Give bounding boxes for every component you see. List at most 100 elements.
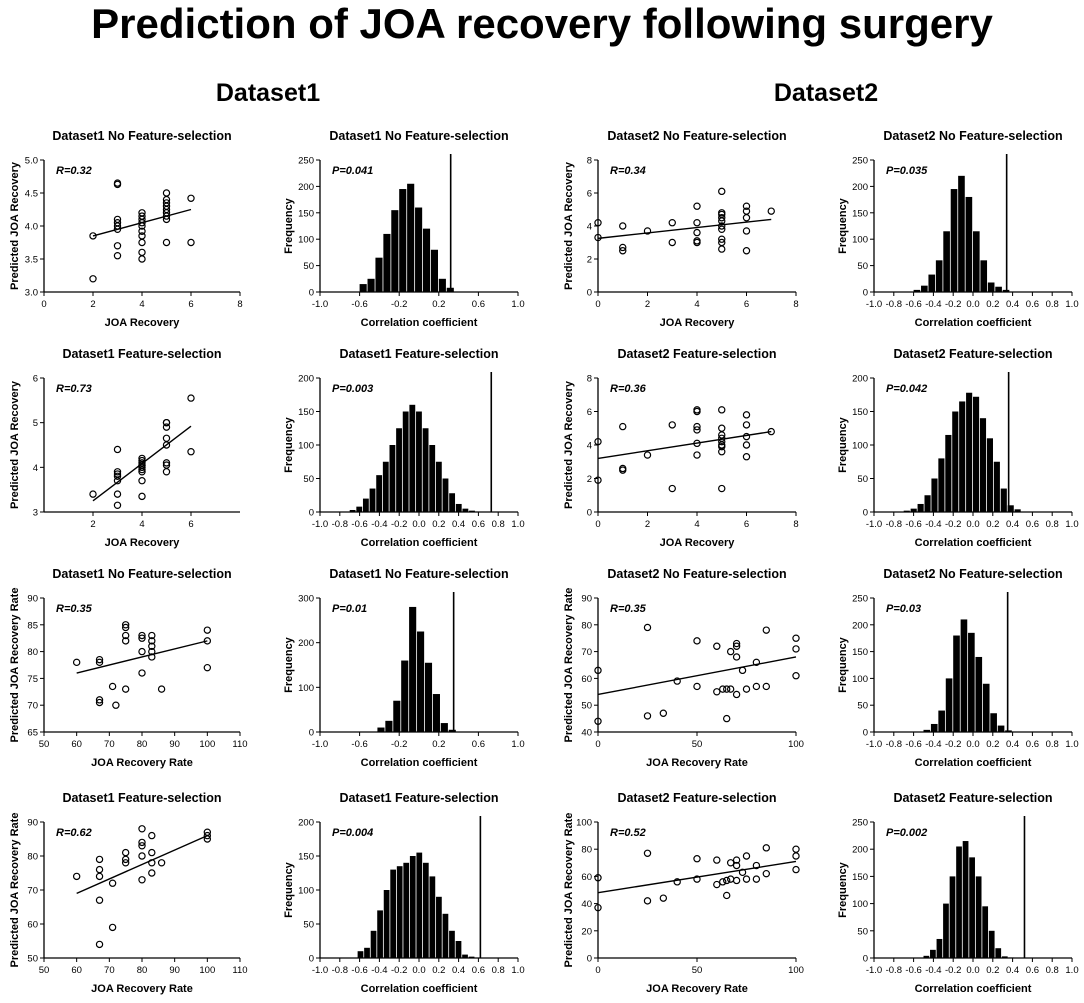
dataset2-heading: Dataset2 [773, 79, 879, 107]
scatter-point [113, 470, 122, 478]
histogram-bar [952, 411, 959, 512]
scatter-point [742, 411, 751, 419]
y-tick-label: 0 [587, 954, 592, 965]
scatter-point [693, 875, 701, 883]
y-axis-label: Frequency [837, 416, 849, 473]
x-tick-label: 0.8 [1046, 299, 1059, 310]
histogram-bar [422, 228, 431, 292]
scatter-point [121, 855, 130, 864]
x-axis-label: JOA Recovery [660, 537, 736, 549]
stat-annotation: R=0.52 [610, 827, 646, 839]
histogram-bar [442, 913, 449, 958]
y-tick-label: 100 [298, 886, 314, 897]
x-tick-label: -1.0 [866, 299, 882, 310]
histogram-bar [982, 683, 990, 732]
y-tick-label: 250 [298, 156, 314, 167]
y-tick-label: 6 [587, 407, 592, 418]
histogram-bar [921, 285, 928, 292]
histogram-bar [356, 506, 363, 512]
scatter-point [713, 642, 721, 650]
scatter-point [732, 690, 741, 699]
y-tick-label: 200 [298, 818, 314, 829]
histogram-bar [1000, 488, 1007, 512]
x-tick-label: 0.0 [412, 965, 425, 976]
histogram-bar [966, 392, 973, 512]
scatter-point [89, 275, 97, 283]
histogram-bar [949, 876, 956, 958]
histogram-bar [429, 445, 436, 512]
y-tick-label: 0 [587, 288, 592, 299]
x-axis-label: JOA Recovery [660, 317, 736, 329]
scatter-point [187, 394, 195, 402]
scatter-point [203, 626, 212, 634]
x-tick-label: 1.0 [1065, 299, 1078, 310]
stat-annotation: P=0.01 [332, 603, 367, 615]
scatter-point [718, 187, 726, 196]
y-tick-label: 50 [581, 701, 592, 712]
x-tick-label: 0.6 [1026, 739, 1039, 750]
scatter-point [792, 634, 800, 642]
y-tick-label: 0 [309, 288, 314, 299]
x-tick-label: 0 [595, 519, 600, 530]
x-tick-label: 0.4 [1006, 965, 1019, 976]
y-tick-label: 200 [852, 182, 868, 193]
x-tick-label: 0.6 [1026, 299, 1039, 310]
x-tick-label: 6 [744, 299, 749, 310]
scatter-point [659, 894, 668, 902]
x-tick-label: 0.8 [1046, 519, 1059, 530]
histogram-bar [396, 866, 403, 958]
y-tick-label: 85 [27, 620, 38, 631]
stat-annotation: R=0.62 [56, 827, 92, 839]
y-tick-label: 0 [863, 954, 868, 965]
x-tick-label: -0.2 [391, 299, 407, 310]
scatter-point [718, 225, 726, 233]
scatter-point [752, 875, 761, 883]
histogram-bar [1005, 730, 1012, 732]
histogram-bar [903, 510, 910, 512]
x-axis-label: JOA Recovery Rate [91, 757, 193, 769]
scatter-point [643, 227, 652, 235]
histogram-bar [396, 428, 402, 512]
histogram-bar [928, 274, 936, 292]
x-tick-label: 110 [232, 965, 247, 976]
scatter-point [726, 859, 735, 867]
histogram-bar [923, 729, 931, 732]
scatter-point [762, 869, 771, 878]
y-tick-label: 200 [298, 638, 314, 649]
x-tick-label: 0.4 [1006, 739, 1019, 750]
y-tick-label: 75 [27, 674, 38, 685]
x-tick-label: 4 [139, 519, 144, 530]
histogram-bar [1014, 509, 1021, 512]
y-tick-label: 150 [852, 872, 868, 883]
chart-panel: Dataset2 Feature-selection -1.0 -0.8 -0.6 -0… [837, 347, 1079, 549]
y-tick-label: 200 [298, 374, 314, 385]
chart-panel: Dataset2 No Feature-selection 0 50 100 40 50 6… [563, 567, 804, 769]
y-tick-label: 150 [852, 407, 868, 418]
x-tick-label: -1.0 [312, 299, 328, 310]
scatter-point [643, 712, 652, 720]
x-tick-label: 0.0 [966, 299, 979, 310]
y-tick-label: 0 [309, 508, 314, 519]
scatter-point [742, 685, 751, 693]
x-tick-label: 100 [199, 739, 215, 750]
x-tick-label: 2 [90, 519, 95, 530]
histogram-bar [945, 678, 953, 732]
panel-title: Dataset1 Feature-selection [339, 791, 498, 805]
x-tick-label: -1.0 [312, 965, 328, 976]
x-tick-label: -0.6 [351, 965, 367, 976]
scatter-point [112, 701, 120, 709]
x-tick-label: 6 [188, 299, 193, 310]
x-tick-label: 0.8 [492, 965, 505, 976]
x-tick-label: 4 [694, 519, 699, 530]
x-tick-label: 0.8 [1046, 739, 1059, 750]
scatter-point [742, 852, 751, 860]
regression-line [597, 430, 772, 460]
y-tick-label: 0 [863, 288, 868, 299]
y-tick-label: 70 [27, 886, 38, 897]
histogram-bar [382, 461, 389, 512]
histogram-bar [369, 488, 376, 512]
panel-title: Dataset2 No Feature-selection [607, 567, 786, 581]
histogram-bar [383, 890, 390, 958]
scatter-point [673, 878, 681, 886]
x-tick-label: 1.0 [1065, 519, 1078, 530]
